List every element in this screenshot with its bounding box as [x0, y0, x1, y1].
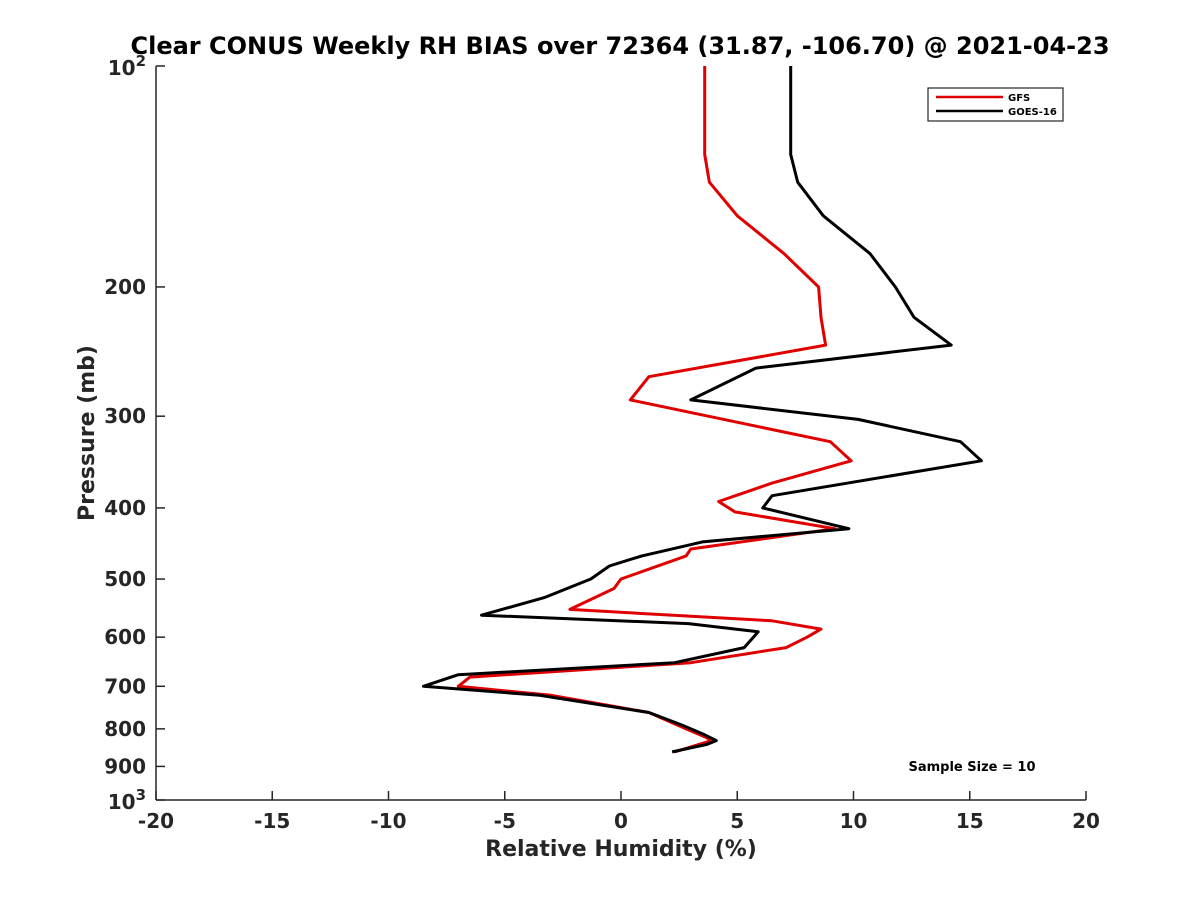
legend-label-gfs: GFS [1008, 93, 1030, 104]
y-tick-label: 600 [104, 625, 146, 649]
y-tick-label: 900 [104, 754, 146, 778]
y-tick-base: 10 [108, 56, 136, 80]
series-layer [421, 66, 983, 754]
y-tick-label: 300 [104, 404, 146, 428]
y-tick-exponent: 2 [136, 52, 146, 70]
x-tick-label: 5 [730, 809, 744, 833]
x-tick-label: 20 [1072, 809, 1100, 833]
y-tick-label: 200 [104, 275, 146, 299]
x-tick-label: -20 [138, 809, 174, 833]
y-axis-label: Pressure (mb) [75, 345, 100, 521]
x-tick-label: -15 [254, 809, 290, 833]
series-line-gfs [456, 66, 853, 754]
x-tick-label: -5 [494, 809, 516, 833]
legend: GFS GOES-16 [927, 87, 1064, 122]
sample-size-annotation: Sample Size = 10 [908, 760, 1035, 775]
x-tick-label: 0 [614, 809, 628, 833]
y-tick-label-power: 102 [108, 52, 146, 80]
chart-title: Clear CONUS Weekly RH BIAS over 72364 (3… [130, 32, 1109, 60]
y-tick-label: 400 [104, 496, 146, 520]
y-tick-label: 500 [104, 567, 146, 591]
y-tick-label-power: 103 [108, 786, 146, 814]
x-tick-label: -10 [370, 809, 406, 833]
x-axis-label: Relative Humidity (%) [485, 837, 757, 862]
plot-area [155, 66, 1086, 801]
legend-label-goes16: GOES-16 [1008, 107, 1057, 118]
y-tick-label: 700 [104, 674, 146, 698]
series-line-goes-16 [421, 66, 983, 754]
y-tick-exponent: 3 [136, 786, 146, 804]
x-tick-label: 10 [840, 809, 868, 833]
x-tick-label: 15 [956, 809, 984, 833]
x-axis-ticks: -20 -15 -10 -5 0 5 10 15 20 [138, 791, 1100, 833]
y-tick-label: 800 [104, 717, 146, 741]
y-tick-base: 10 [108, 790, 136, 814]
legend-box [927, 87, 1064, 122]
